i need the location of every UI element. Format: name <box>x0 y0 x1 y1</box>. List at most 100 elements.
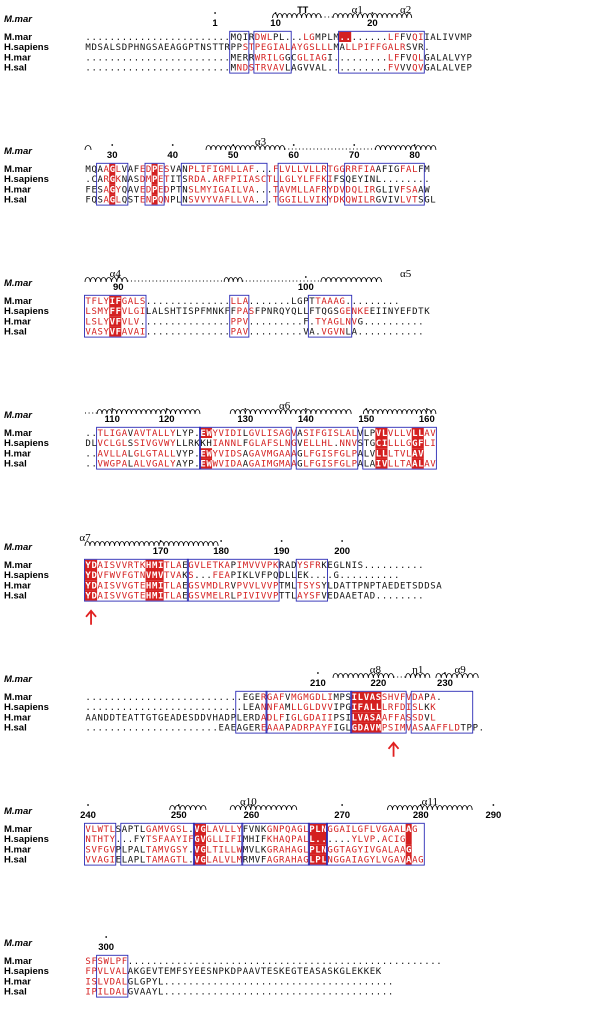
residue-number: 190 <box>274 546 290 557</box>
reference-label: M.mar <box>4 14 33 25</box>
species-label: H.sal <box>4 195 27 206</box>
sequence-row: VVAGIELAPLTAMAGTL.VGLALVLMRMVFAGRAHAGLPL… <box>85 856 423 866</box>
sequence-row: ..TLIGAVAVTALLYLYP.EWYVIDILGVLISAGVASIFG… <box>85 429 436 439</box>
similarity-box <box>410 690 474 734</box>
species-label: H.mar <box>4 580 31 591</box>
number-tick <box>117 276 120 278</box>
residue-number: 90 <box>113 282 124 293</box>
species-label: M.mar <box>4 824 32 835</box>
conserved-cell <box>411 458 424 469</box>
sequence-row: LSLYVFVLV...............PPV.........F.TY… <box>85 317 423 327</box>
arrow-icon <box>85 609 97 625</box>
sequence-row: NTHTY...FYTSFAAYIFGVGLLIFIMHIFKHAQPALL..… <box>85 835 405 845</box>
species-label: H.sapiens <box>4 702 49 713</box>
similarity-box <box>344 162 425 206</box>
conserved-cell <box>351 702 382 713</box>
residue-number: 50 <box>228 150 239 161</box>
species-label: H.sal <box>4 591 27 602</box>
number-tick <box>220 540 223 542</box>
similarity-box <box>84 558 189 602</box>
helix-coil <box>84 541 219 547</box>
conserved-cell <box>193 823 206 834</box>
species-label: H.mar <box>4 712 31 723</box>
helix-coil <box>84 145 92 151</box>
conserved-cell <box>308 844 327 855</box>
conserved-cell <box>199 448 213 459</box>
residue-number: 250 <box>171 810 187 821</box>
species-label: H.mar <box>4 184 31 195</box>
species-label: H.sal <box>4 987 27 998</box>
structure-label: α6 <box>279 400 291 412</box>
reference-label: M.mar <box>4 542 33 553</box>
number-tick <box>214 12 216 14</box>
number-tick <box>159 540 162 542</box>
conserved-cell <box>145 590 164 601</box>
reference-label: M.mar <box>4 806 33 817</box>
alignment-block: M.mar α6 110 120 130 140 150 160 M.mar ..TLIGAVAV… <box>4 400 437 470</box>
helix-coil <box>169 805 207 811</box>
similarity-box <box>120 822 195 866</box>
structure-label: α5 <box>400 268 412 280</box>
structure-label: α8 <box>370 664 382 676</box>
reference-label: M.mar <box>4 938 33 949</box>
species-label: H.mar <box>4 52 31 63</box>
conserved-cell <box>145 570 164 581</box>
alignment-block: M.mar α4 α5 90 100 M.mar TFLYIFGALS...........… <box>4 268 430 338</box>
similarity-box <box>307 294 353 338</box>
structure-label: α4 <box>110 268 122 280</box>
similarity-box <box>295 558 328 602</box>
conserved-cell <box>308 823 327 834</box>
sequence-row: LSMYFFVLGILALSHTISPFMNKFFPASFPNRQYQLLFTQ… <box>85 307 430 317</box>
residue-number: 210 <box>310 678 326 689</box>
number-tick <box>371 12 374 14</box>
residue-number: 10 <box>270 18 281 29</box>
sequence-row: VLWTLSAPTLGAMVGSL.VGLAVLLYFVNKGNPQAGLPLN… <box>85 825 417 835</box>
number-tick <box>165 408 168 410</box>
arrow-icon <box>387 741 400 757</box>
similarity-box <box>362 426 437 470</box>
helix-coil <box>375 145 437 151</box>
species-label: M.mar <box>4 32 32 43</box>
sequence-row: ..AVLLALGLGTALLVYP.EWYVIDSAGAVMGAAAGLFGI… <box>85 449 424 459</box>
residue-number: 240 <box>80 810 96 821</box>
species-label: M.mar <box>4 956 32 967</box>
number-tick <box>304 276 307 278</box>
conserved-cell <box>405 823 412 834</box>
conserved-cell <box>109 316 122 327</box>
conserved-cell <box>351 691 382 702</box>
sequence-row: ........................MQIRDWLPL...LGMP… <box>85 33 472 43</box>
residue-number: 260 <box>243 810 259 821</box>
species-label: H.mar <box>4 316 31 327</box>
species-label: H.sapiens <box>4 966 49 977</box>
conserved-cell <box>351 722 382 733</box>
conserved-cell <box>109 194 116 205</box>
sequence-row: MDSALSDPHNGSAEAGGPTNSTTRPPSTPEGIALAYGSLL… <box>85 43 429 53</box>
sequence-row: VASYVFAVAI..............PAV.........VA.V… <box>85 328 423 338</box>
species-label: H.sapiens <box>4 570 49 581</box>
species-label: H.sapiens <box>4 42 49 53</box>
alignment-block: M.mar TT α1 α2 1 10 20 M.mar...................… <box>4 4 473 74</box>
number-tick <box>232 144 235 146</box>
similarity-box <box>84 294 147 338</box>
number-tick <box>111 408 114 410</box>
residue-number: 230 <box>437 678 453 689</box>
number-tick <box>111 144 114 146</box>
number-tick <box>444 672 446 674</box>
structure-label: α11 <box>422 796 438 808</box>
structure-label: TT <box>297 5 308 15</box>
species-label: H.sapiens <box>4 438 49 449</box>
similarity-box <box>241 822 310 866</box>
conserved-cell <box>151 163 158 174</box>
similarity-box <box>198 426 292 470</box>
helix-coil <box>405 673 431 679</box>
number-tick <box>413 144 416 146</box>
similarity-box <box>192 822 244 866</box>
species-label: H.mar <box>4 976 31 987</box>
number-tick <box>341 540 344 542</box>
sequence-row: ..........................EGERGAFVMGMGDL… <box>85 693 441 703</box>
similarity-box <box>265 690 353 734</box>
sequence-row: YDAISVVRTKHMITLAEGVLETKAPIMVVVPKRADYSFRK… <box>85 561 423 571</box>
sequence-row: YDAISVVGTEHMITLAEGSVMDLRVPVVLVVPTMLTSYSY… <box>85 581 442 591</box>
number-tick <box>171 144 174 146</box>
sequence-row: YDVFWVFGTNVMVTVAKS...FEAPIKLVFPQDLLEK...… <box>85 571 399 581</box>
